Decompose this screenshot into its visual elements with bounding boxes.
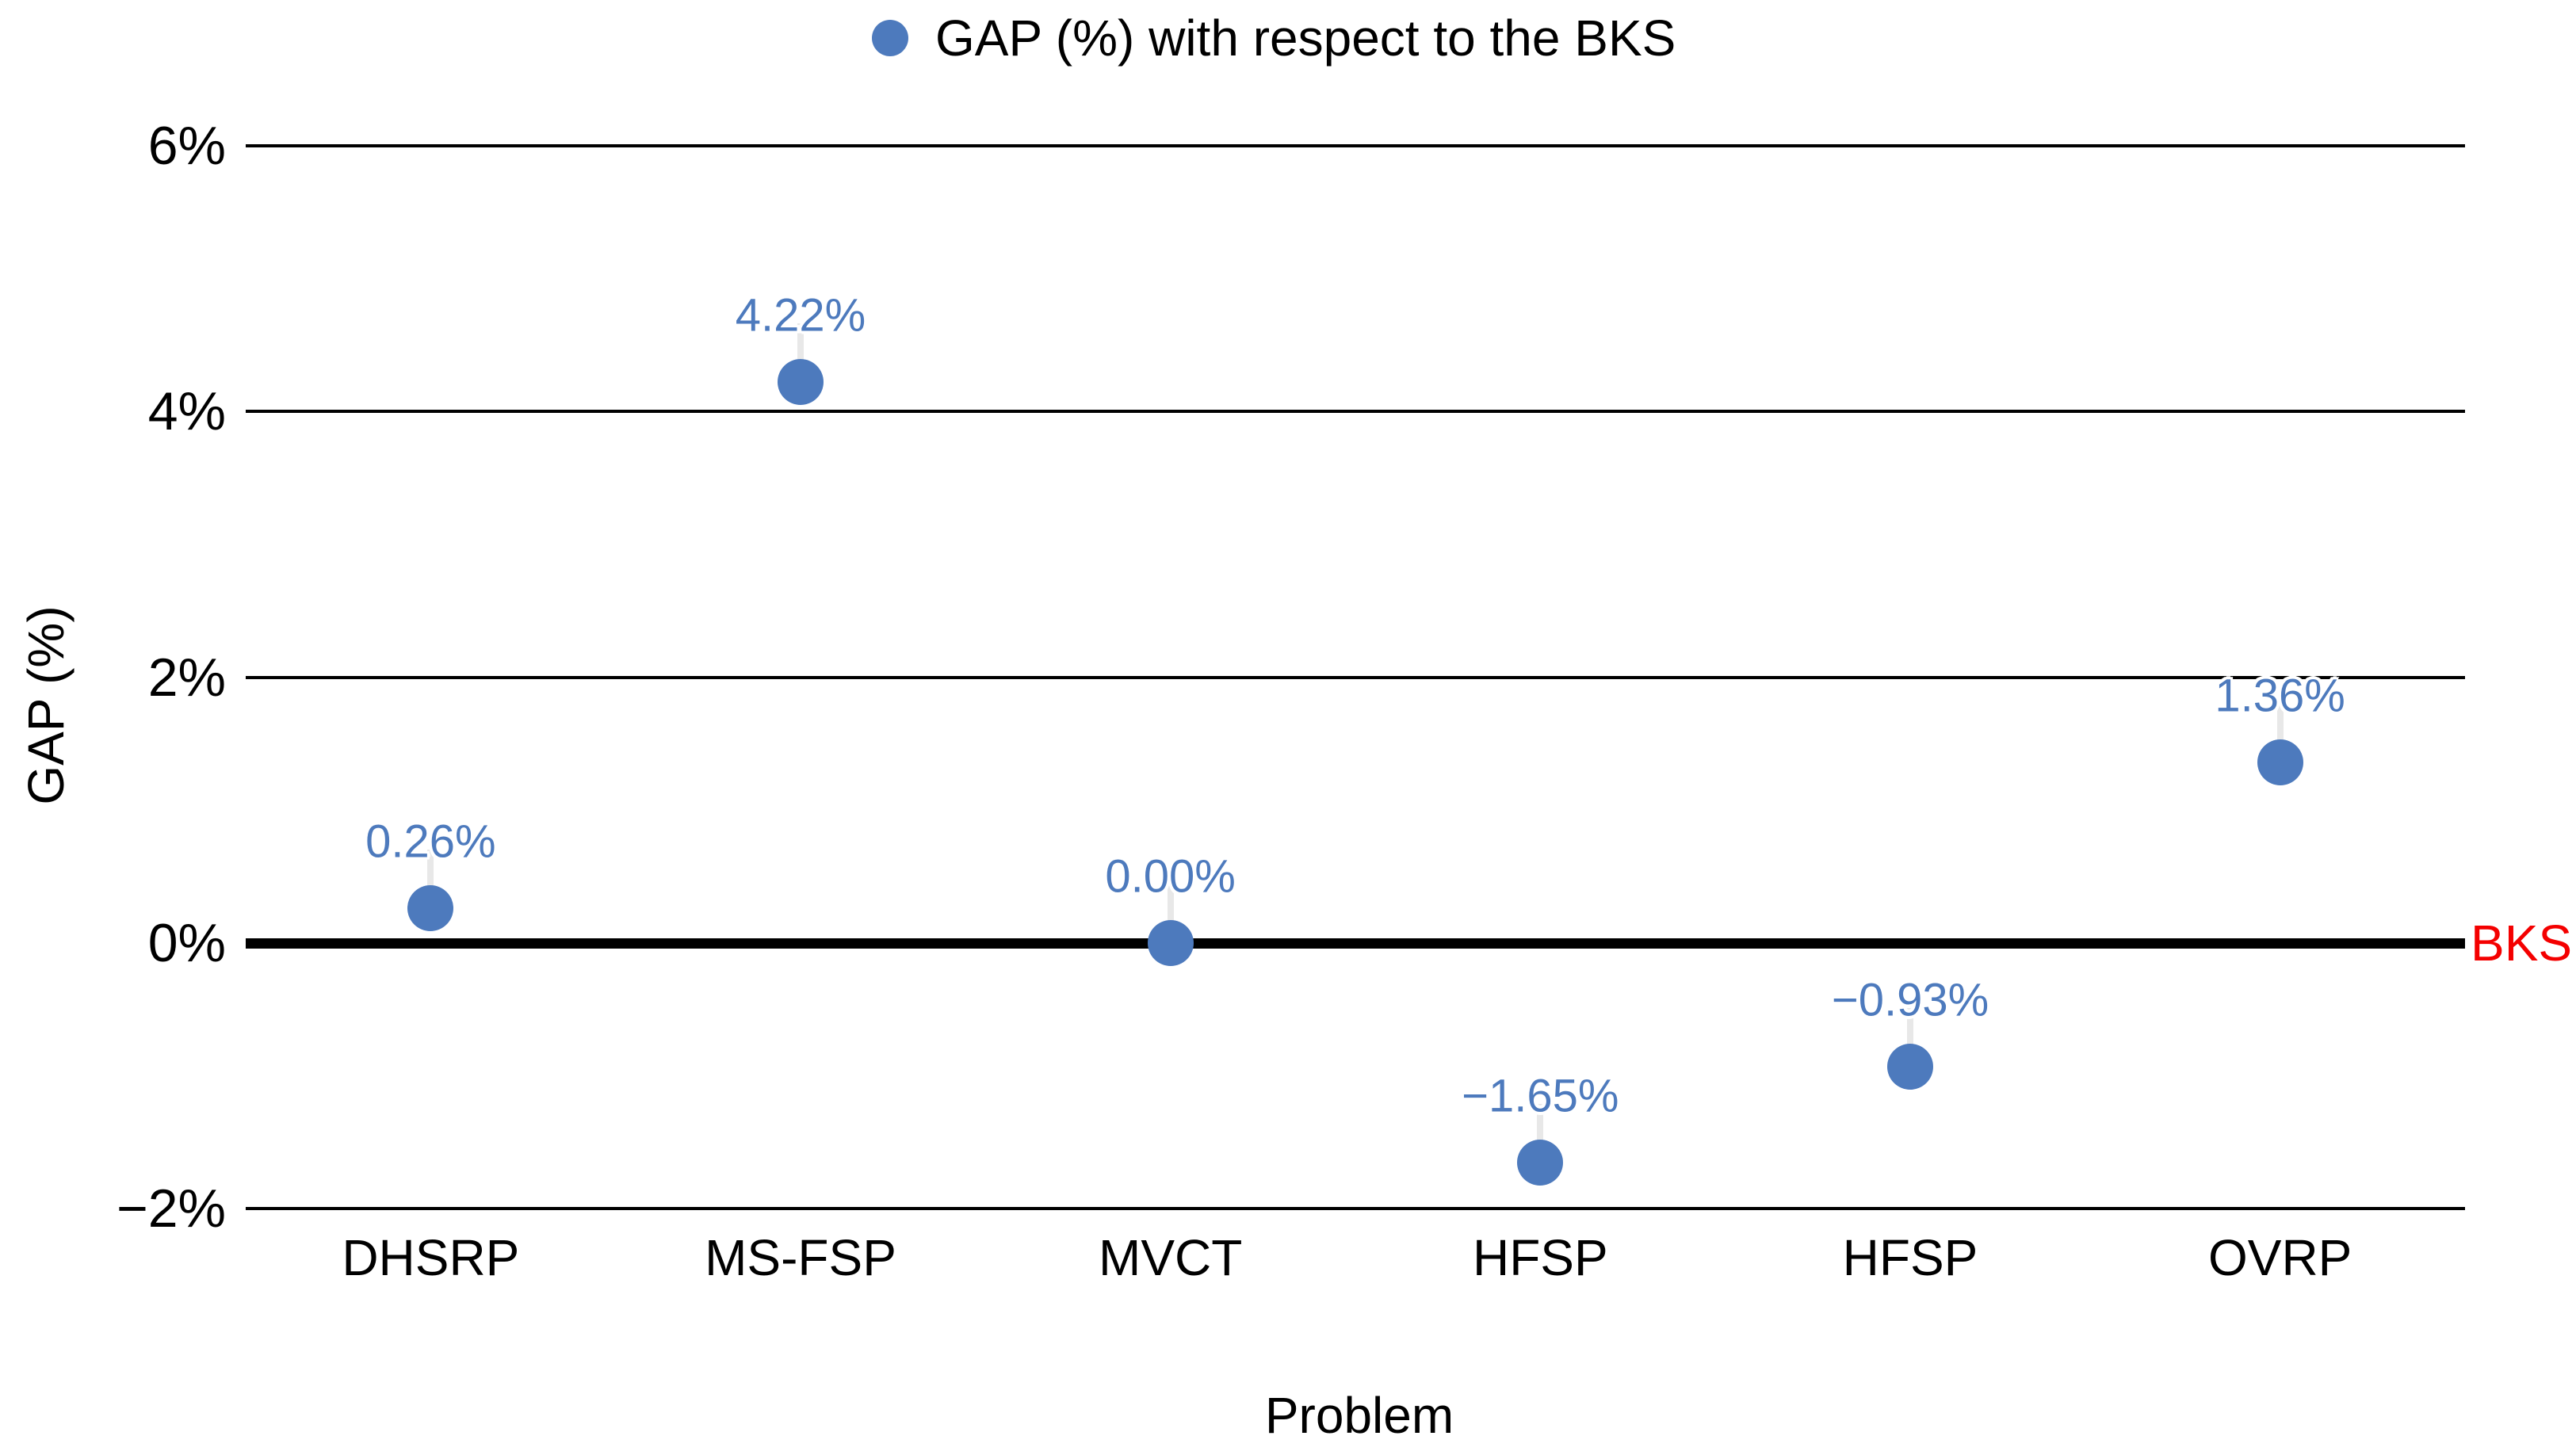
legend-marker-icon [872,20,908,56]
gridline-4% [246,410,2465,414]
category-label-MVCT-2: MVCT [1099,1229,1243,1286]
y-tick-label-6%: 6% [147,116,226,176]
data-point-MVCT-2 [1147,920,1194,966]
data-point-HFSP-3 [1517,1139,1564,1186]
category-label-DHSRP-0: DHSRP [342,1229,520,1286]
leader-line-MS-FSP-1 [797,323,804,364]
y-tick-label-0%: 0% [147,913,226,973]
data-label-HFSP-3: −1.65% [1462,1070,1619,1122]
leader-line-HFSP-4 [1907,1007,1913,1048]
leader-line-DHSRP-0 [427,850,434,890]
data-label-HFSP-4: −0.93% [1831,974,1989,1026]
data-point-MS-FSP-1 [778,359,824,406]
data-label-MS-FSP-1: 4.22% [735,289,866,342]
category-label-HFSP-3: HFSP [1472,1229,1608,1286]
bks-annotation: BKS [2471,915,2573,972]
leader-line-MVCT-2 [1167,884,1174,924]
gridline-6% [246,144,2465,147]
leader-line-HFSP-3 [1537,1103,1544,1144]
category-label-MS-FSP-1: MS-FSP [705,1229,896,1286]
y-tick-label-−2%: −2% [117,1178,226,1239]
data-label-MVCT-2: 0.00% [1105,850,1236,903]
data-label-OVRP-5: 1.36% [2215,670,2345,722]
data-point-OVRP-5 [2257,739,2303,785]
leader-line-OVRP-5 [2276,703,2284,743]
gridline-−2% [246,1207,2465,1211]
data-point-DHSRP-0 [407,885,454,932]
x-axis-title: Problem [1264,1387,1454,1444]
gridline-2% [246,675,2465,679]
y-tick-label-2%: 2% [147,647,226,708]
data-label-DHSRP-0: 0.26% [365,815,496,868]
category-label-HFSP-4: HFSP [1842,1229,1978,1286]
y-tick-label-4%: 4% [147,381,226,442]
legend: GAP (%) with respect to the BKS [872,2,1676,74]
legend-label: GAP (%) with respect to the BKS [935,10,1676,67]
data-point-HFSP-4 [1887,1043,1933,1090]
category-label-OVRP-5: OVRP [2207,1229,2352,1286]
gridline-0% [246,938,2465,949]
